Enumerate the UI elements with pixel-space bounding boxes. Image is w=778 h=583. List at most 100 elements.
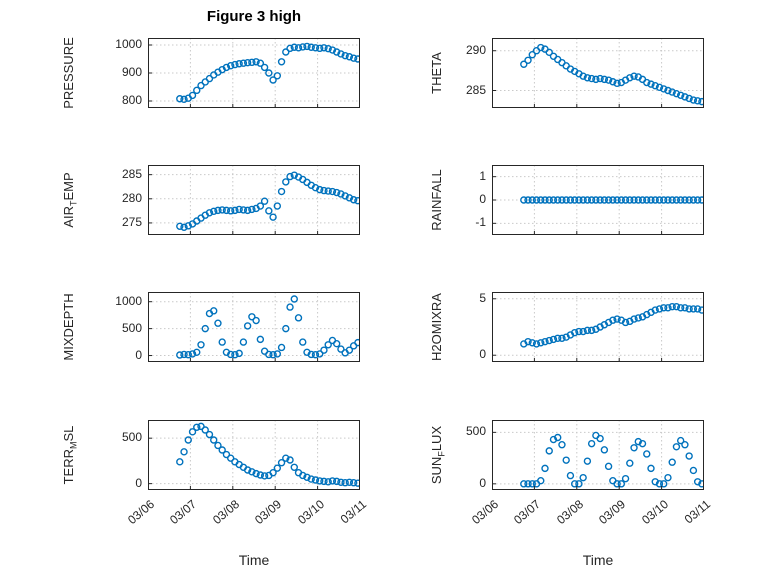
data-point xyxy=(613,480,621,488)
data-point xyxy=(260,63,269,72)
data-point xyxy=(558,441,566,449)
data-point xyxy=(655,83,664,92)
y-tick-label: 285 xyxy=(465,82,486,97)
y-tick-label: 280 xyxy=(121,190,142,205)
data-point xyxy=(689,96,698,104)
data-point xyxy=(231,351,239,359)
data-point xyxy=(545,196,553,204)
data-point xyxy=(643,196,651,204)
data-point xyxy=(685,196,693,204)
data-point xyxy=(520,196,528,204)
data-point xyxy=(617,196,626,204)
data-point xyxy=(587,196,596,204)
data-point xyxy=(324,44,332,53)
data-point xyxy=(537,477,545,485)
data-point xyxy=(256,202,265,210)
y-tick-label: 500 xyxy=(465,424,486,439)
data-point xyxy=(290,463,298,471)
data-point xyxy=(558,334,566,342)
data-point xyxy=(579,72,587,80)
data-point xyxy=(256,59,265,67)
data-point xyxy=(316,350,324,358)
data-point xyxy=(210,207,218,216)
data-point xyxy=(587,74,596,83)
data-point xyxy=(328,477,337,485)
data-point xyxy=(222,206,231,215)
data-point xyxy=(324,478,332,486)
data-point xyxy=(681,304,689,312)
data-point xyxy=(252,58,260,66)
data-point xyxy=(554,433,562,442)
data-point xyxy=(260,197,269,205)
data-point xyxy=(320,477,328,486)
data-point xyxy=(698,196,704,204)
data-point xyxy=(188,428,197,436)
data-point xyxy=(332,477,341,486)
data-point xyxy=(685,305,693,313)
data-point xyxy=(332,48,341,56)
data-point xyxy=(290,295,298,303)
data-point xyxy=(307,350,315,359)
data-point xyxy=(520,60,528,68)
data-point xyxy=(286,456,294,464)
data-point xyxy=(328,46,337,54)
y-tick-label: 500 xyxy=(121,320,142,335)
data-point xyxy=(205,74,214,83)
y-tick-label: 0 xyxy=(479,347,486,362)
data-point xyxy=(332,188,341,197)
subplot-pressure xyxy=(148,38,360,108)
data-point xyxy=(239,59,248,67)
data-point xyxy=(600,75,609,84)
data-point xyxy=(286,172,294,181)
data-point xyxy=(345,346,354,354)
subplot-air_temp xyxy=(148,165,360,235)
data-point xyxy=(248,58,256,67)
data-point xyxy=(693,97,702,105)
data-point xyxy=(528,196,536,204)
data-point xyxy=(596,434,604,443)
data-point xyxy=(626,74,634,82)
x-axis-label-left: Time xyxy=(238,552,270,568)
data-point xyxy=(524,480,532,488)
data-point xyxy=(265,69,273,77)
data-point xyxy=(226,62,235,70)
data-point xyxy=(210,307,218,315)
data-point xyxy=(256,471,265,479)
data-point xyxy=(524,337,532,346)
data-point xyxy=(681,196,689,204)
data-point xyxy=(626,196,634,204)
data-point xyxy=(545,336,553,345)
data-point xyxy=(638,439,647,448)
data-point xyxy=(621,196,630,204)
data-point xyxy=(299,43,307,51)
data-point xyxy=(676,304,685,312)
data-point xyxy=(345,478,354,486)
data-point xyxy=(698,306,704,314)
data-point xyxy=(651,82,659,90)
data-point xyxy=(672,302,681,311)
data-point xyxy=(205,209,214,217)
data-point xyxy=(197,81,205,90)
data-point xyxy=(184,351,192,359)
data-point xyxy=(218,206,226,214)
data-point xyxy=(184,222,192,230)
data-point xyxy=(311,351,320,359)
data-point xyxy=(689,196,698,204)
data-point xyxy=(562,456,570,464)
data-point xyxy=(575,196,583,204)
data-point xyxy=(676,196,685,204)
data-point xyxy=(337,50,345,58)
data-point xyxy=(354,479,360,487)
data-point xyxy=(180,350,188,359)
data-point xyxy=(256,335,265,344)
data-point xyxy=(579,196,587,204)
data-point xyxy=(201,426,209,434)
data-point xyxy=(651,478,659,486)
data-point xyxy=(528,51,536,59)
data-point xyxy=(604,462,613,471)
data-point xyxy=(252,316,260,325)
data-point xyxy=(354,55,360,63)
data-point xyxy=(558,196,566,204)
data-point xyxy=(226,350,235,359)
data-point xyxy=(311,44,320,52)
